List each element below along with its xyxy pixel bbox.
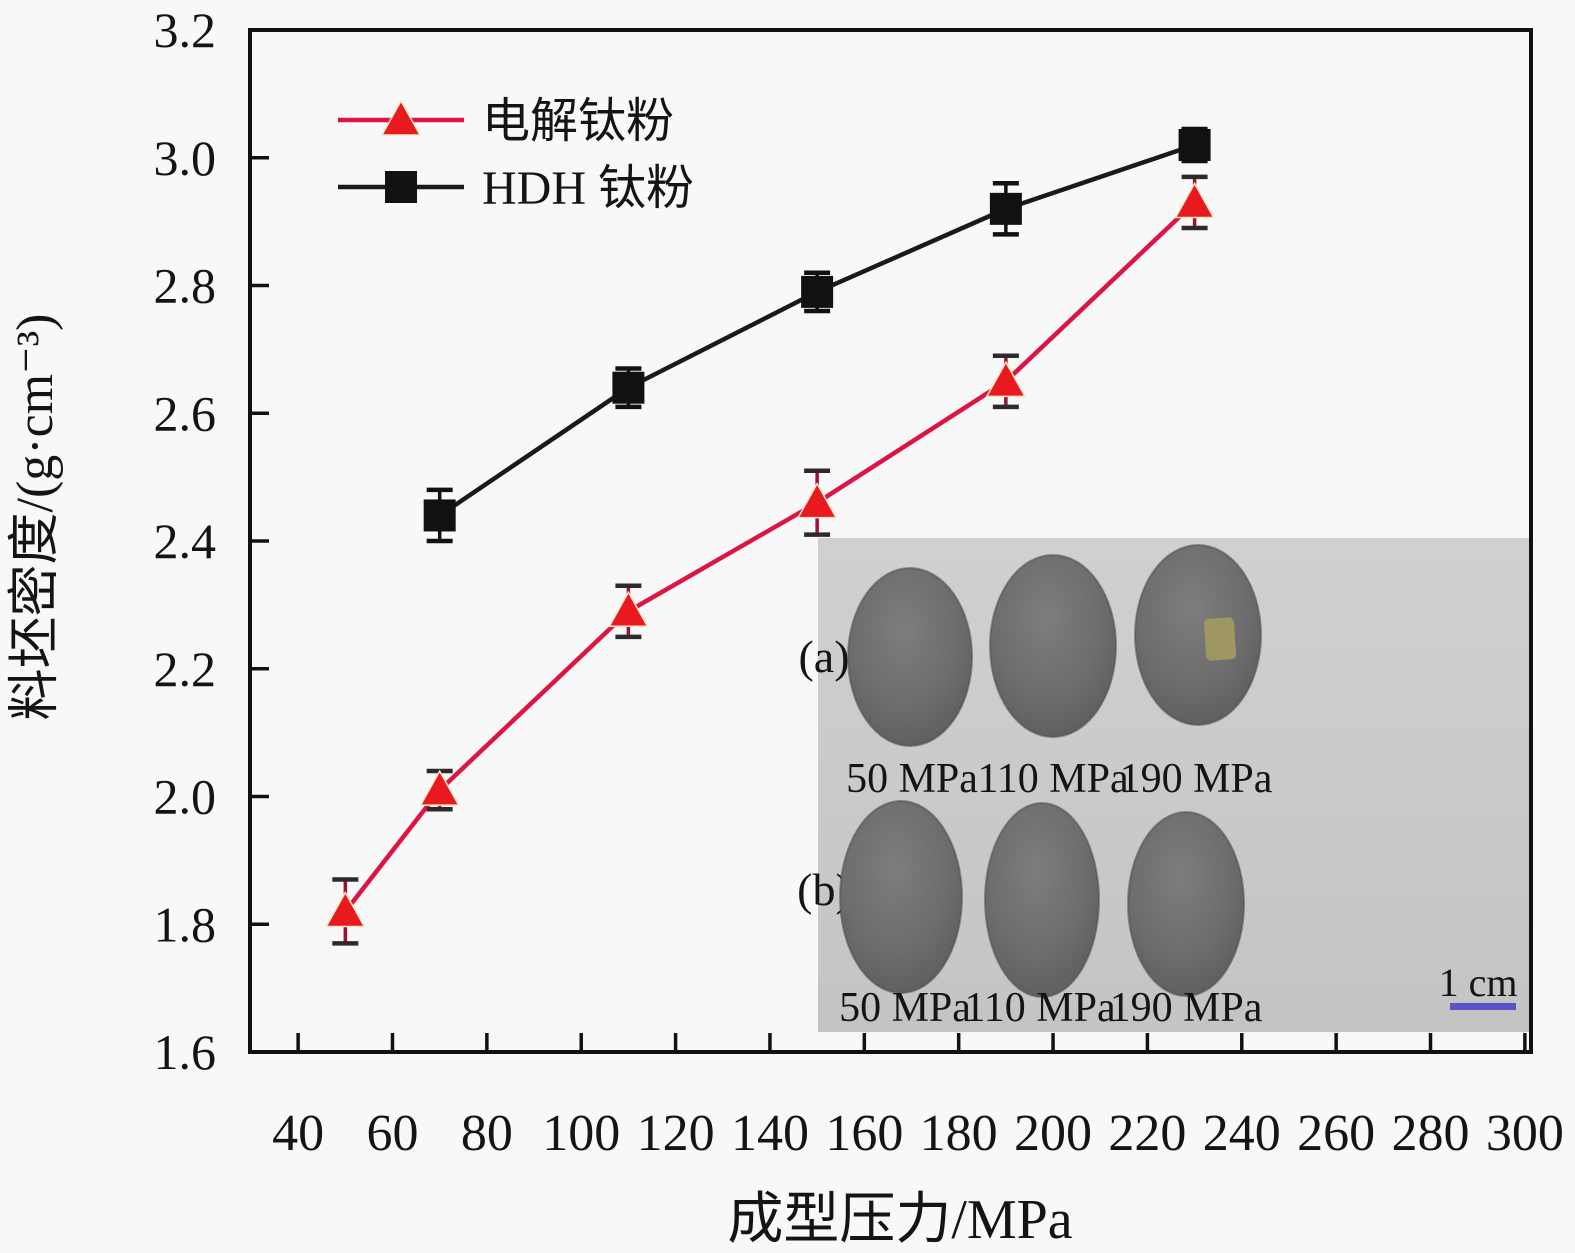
inset-row-label: (a) [798,631,849,682]
legend-item: 电解钛粉 [338,95,674,148]
x-axis-title: 成型压力/MPa [727,1189,1072,1251]
x-tick-label: 100 [542,1105,620,1162]
titanium-compact-disc [989,554,1117,738]
series-triangle [325,174,1215,946]
disc-surface-patch [1203,617,1237,661]
inset-pressure-label: 50 MPa [846,756,978,802]
y-tick-label: 3.0 [154,130,217,186]
data-point-triangle [1174,181,1215,219]
x-tick-label: 160 [825,1105,903,1162]
x-tick-label: 200 [1014,1105,1092,1162]
axes: 40 60 80 100 120 140 160 180 200 220 240 260 280 300 1… [154,2,1564,1162]
data-point-triangle [608,590,649,628]
x-tick-label: 40 [272,1105,324,1162]
data-point-square [801,275,834,308]
series-line [343,200,1197,913]
y-tick-label: 2.8 [154,258,217,314]
data-point-square [385,171,417,203]
legend-item: HDH 钛粉 [338,162,694,215]
data-point-triangle [380,99,422,136]
data-series [325,126,1215,946]
y-tick-label: 2.2 [154,641,217,697]
titanium-compact-disc [1134,544,1262,726]
y-tick-label: 2.0 [154,769,217,825]
x-tick-label: 180 [920,1105,998,1162]
inset-pressure-label: 50 MPa [839,985,971,1031]
data-point-square [1178,128,1211,161]
data-point-square [423,499,456,532]
x-tick-label: 240 [1203,1105,1281,1162]
inset-pressure-label: 190 MPa [1110,985,1263,1031]
data-point-square [612,371,645,404]
y-axis-title: 料坯密度/(g·cm⁻³) [7,314,64,721]
x-tick-label: 220 [1108,1105,1186,1162]
x-tick-label: 260 [1297,1105,1375,1162]
titanium-compact-disc [1127,811,1245,997]
plot-frame [248,28,1533,1054]
data-point-triangle [796,482,838,519]
legend-label: 电解钛粉 [482,95,674,148]
x-tick-label: 280 [1392,1105,1470,1162]
legend-label: HDH 钛粉 [482,162,694,215]
x-tick-label: 80 [461,1105,513,1162]
data-point-triangle [985,360,1027,398]
titanium-compact-disc [984,802,1100,998]
inset-pressure-label: 190 MPa [1120,756,1273,802]
data-point-triangle [325,890,366,928]
y-tick-label: 2.4 [154,513,217,569]
y-tick-label: 1.8 [154,896,217,952]
series-square [423,126,1211,544]
scale-bar [1450,1003,1516,1010]
data-point-triangle [419,769,460,806]
x-tick-label: 60 [366,1105,418,1162]
x-tick-label: 300 [1486,1105,1564,1162]
y-tick-label: 3.2 [154,2,217,58]
x-tick-label: 120 [637,1105,715,1162]
scale-bar-label: 1 cm [1439,960,1518,1005]
y-tick-label: 1.6 [154,1024,217,1080]
legend: 电解钛粉 HDH 钛粉 [338,95,694,215]
inset-pressure-label: 110 MPa [964,985,1116,1031]
x-tick-label: 140 [731,1105,809,1162]
titanium-compact-disc [839,800,963,994]
y-tick-label: 2.6 [154,385,217,441]
titanium-compact-disc [847,567,973,747]
data-point-square [989,192,1022,225]
inset-pressure-label: 110 MPa [977,756,1129,802]
